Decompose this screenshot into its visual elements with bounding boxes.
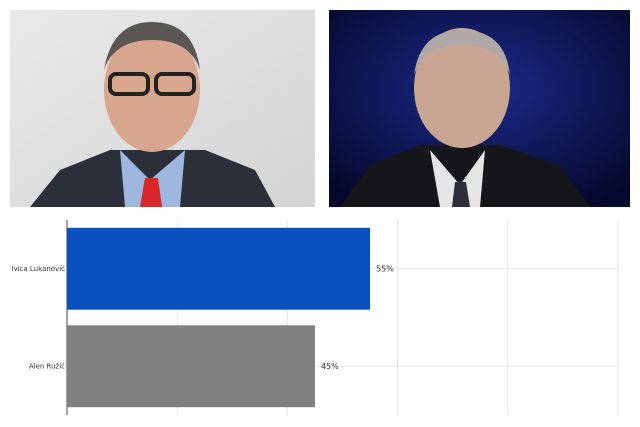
- bar: [67, 325, 315, 408]
- plot-area: Ivica Luka​nović 55% Alen Ružić 45%: [11, 220, 619, 415]
- bar: [67, 227, 371, 310]
- value-label: 45%: [321, 362, 339, 371]
- y-tick-label: Alen Ružić: [29, 362, 65, 370]
- y-tick-label: Ivica Luka​nović: [11, 265, 65, 273]
- photo-right: [329, 10, 630, 207]
- photo-left: [10, 10, 315, 207]
- value-label: 55%: [376, 264, 394, 273]
